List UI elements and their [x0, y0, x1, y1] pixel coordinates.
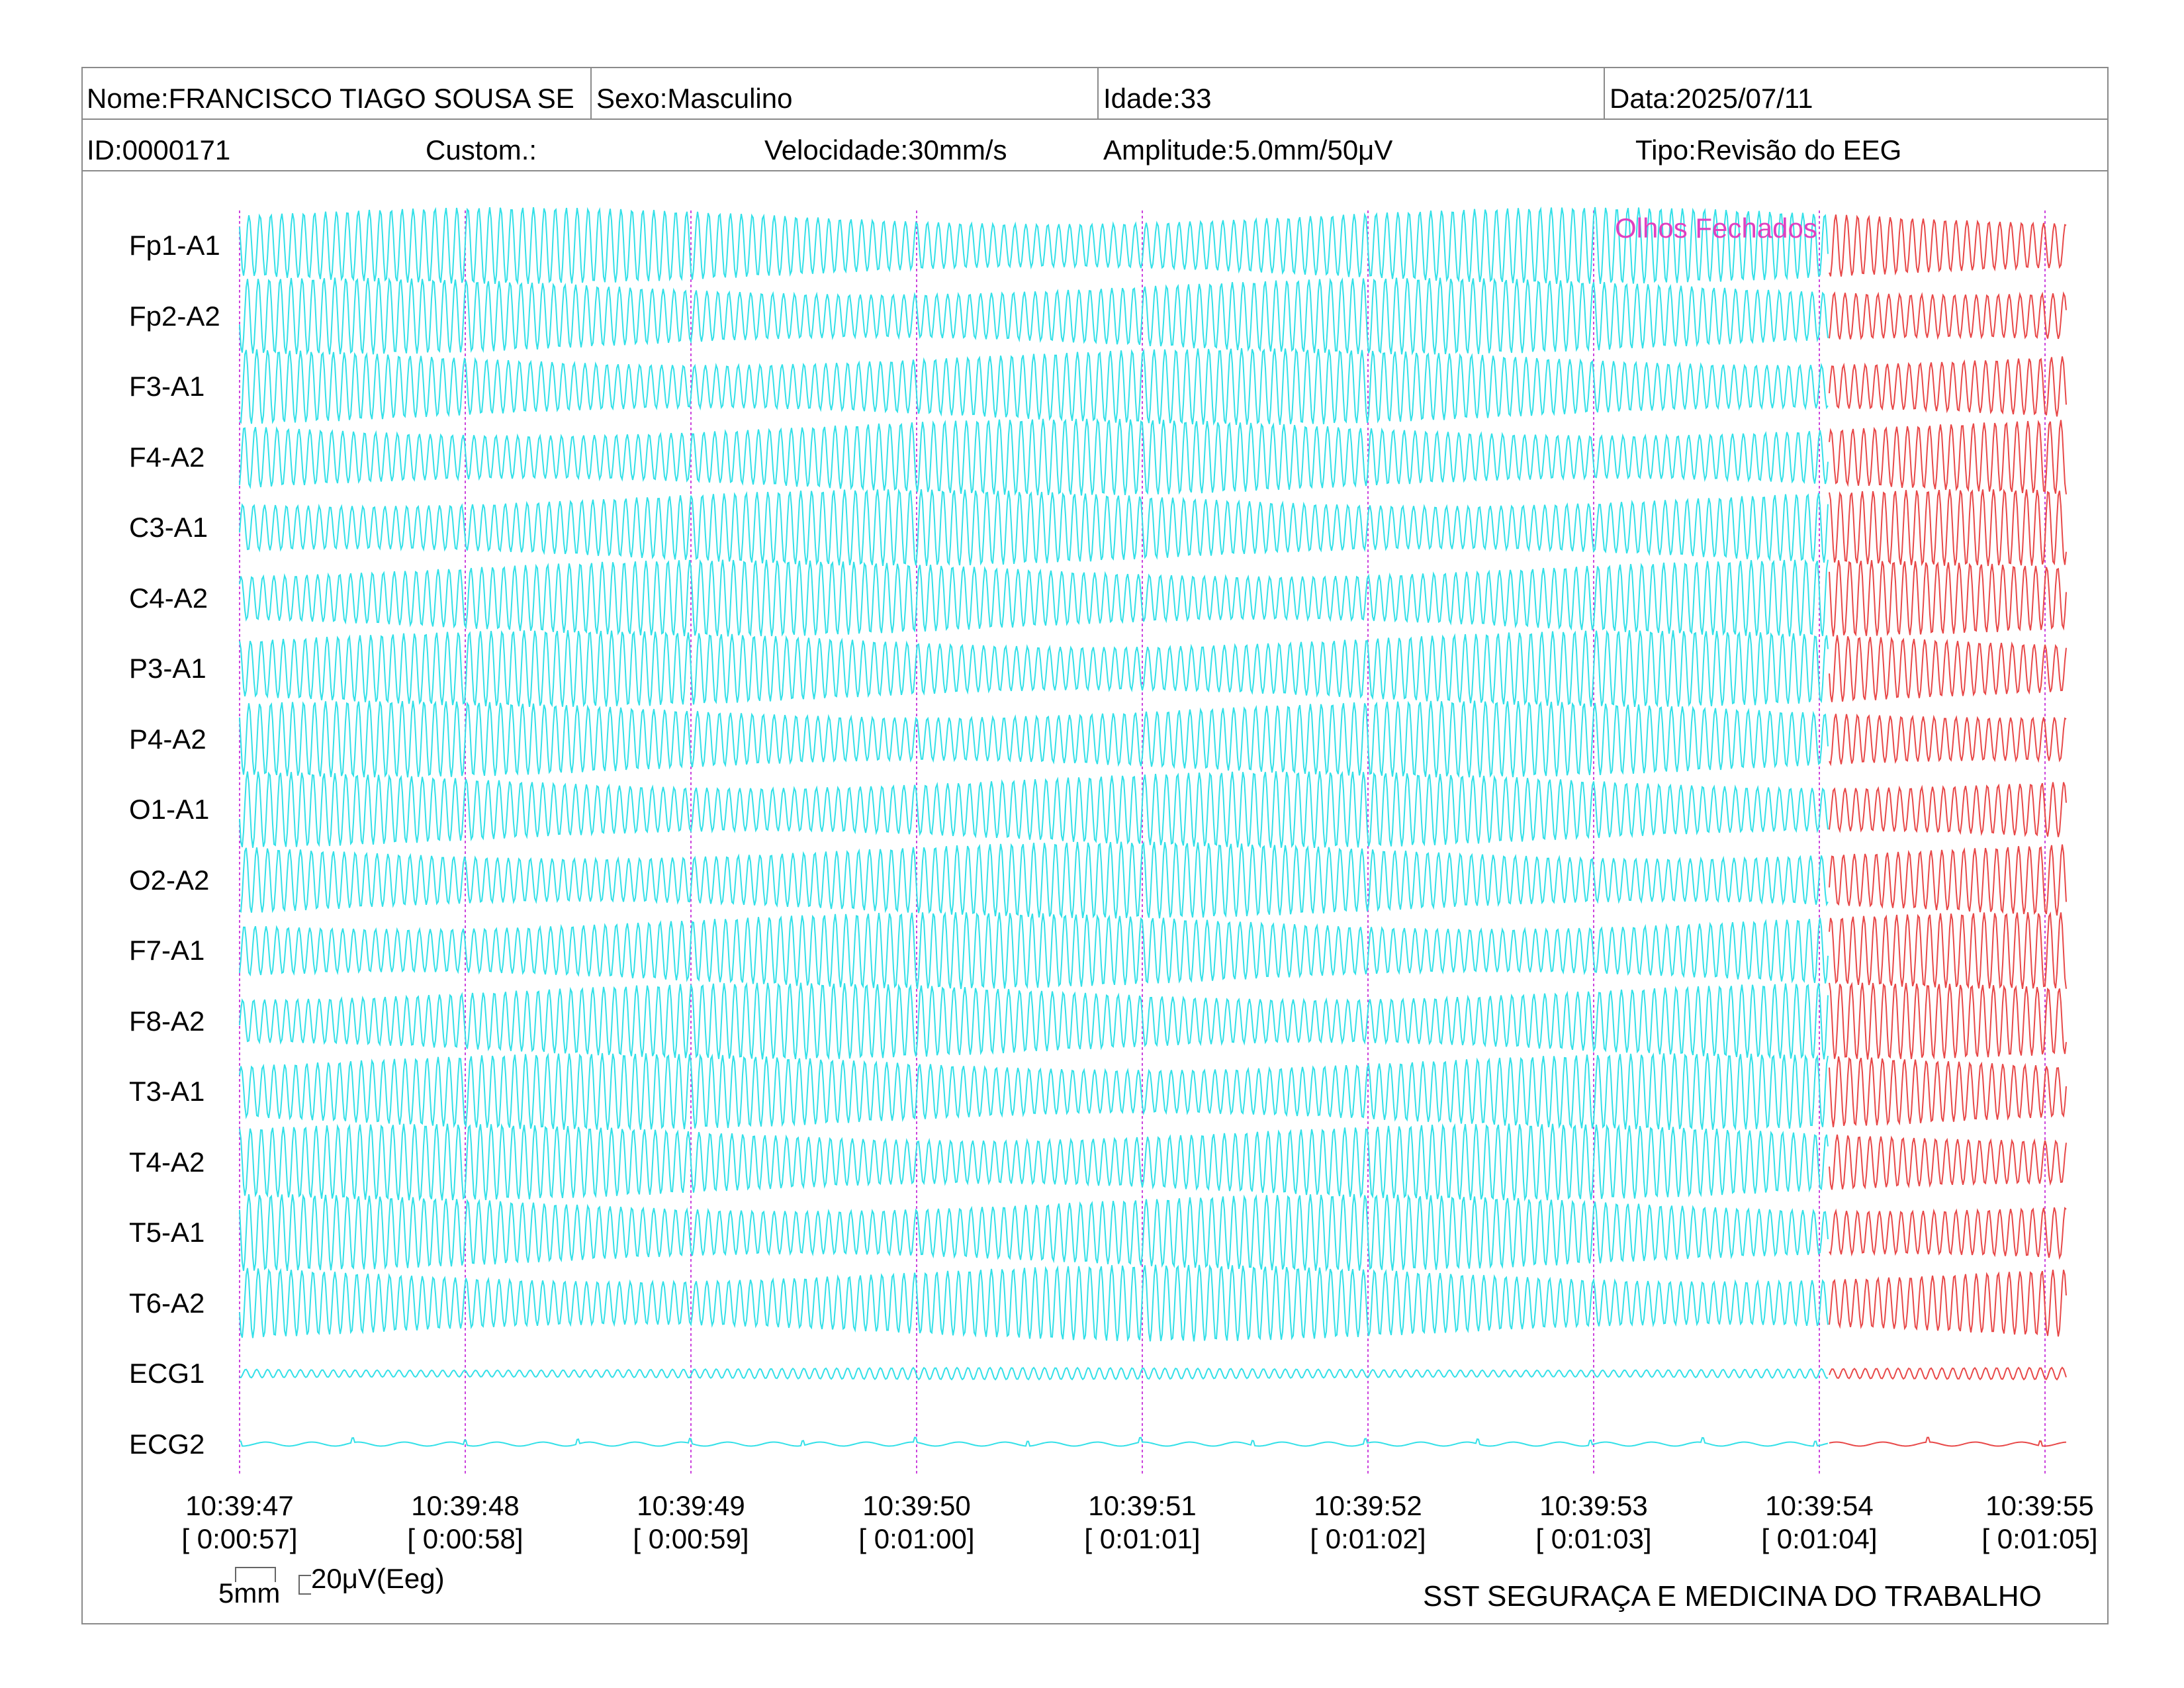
- time-tick-clock: 10:39:49: [637, 1490, 745, 1521]
- eeg-trace: [239, 348, 1829, 426]
- speed-setting: Velocidade:30mm/s: [764, 134, 1007, 165]
- eeg-trace: [239, 1123, 1829, 1202]
- amplitude-setting: Amplitude:5.0mm/50μV: [1103, 134, 1393, 165]
- time-tick-clock: 10:39:53: [1539, 1490, 1648, 1521]
- eeg-trace-marked: [1829, 560, 2067, 637]
- channel-label: P3-A1: [129, 653, 206, 684]
- channel-label: F4-A2: [129, 441, 205, 473]
- eeg-trace-marked: [1829, 1366, 2067, 1381]
- time-tick-clock: 10:39:48: [411, 1490, 520, 1521]
- eeg-trace: [239, 630, 1829, 708]
- time-scale-bracket: [235, 1567, 276, 1582]
- time-tick-elapsed: [ 0:00:59]: [633, 1523, 749, 1554]
- channel-label: T4-A2: [129, 1146, 205, 1178]
- channel-label: T5-A1: [129, 1217, 205, 1248]
- eeg-trace: [239, 982, 1829, 1060]
- eeg-trace: [239, 911, 1829, 990]
- channel-label: ECG2: [129, 1428, 205, 1460]
- channel-label: C3-A1: [129, 512, 208, 543]
- channel-label: T3-A1: [129, 1076, 205, 1107]
- eeg-trace-marked: [1829, 489, 2067, 567]
- eeg-trace: [239, 771, 1829, 849]
- eyes-closed-annotation: Olhos Fechados: [1615, 212, 1817, 244]
- channel-label: O1-A1: [129, 794, 210, 825]
- header-row-settings: ID:0000171 Custom.: Velocidade:30mm/s Am…: [83, 120, 2107, 171]
- channel-label: Fp1-A1: [129, 230, 220, 261]
- report-frame: Nome:FRANCISCO TIAGO SOUSA SE Sexo:Mascu…: [81, 67, 2109, 1624]
- eeg-trace-marked: [1829, 1056, 2067, 1127]
- eeg-trace: [239, 277, 1829, 356]
- eeg-trace-marked: [1829, 1270, 2067, 1337]
- channel-label: P4-A2: [129, 723, 206, 755]
- eeg-trace: [239, 1436, 1829, 1447]
- channel-label: F3-A1: [129, 371, 205, 402]
- eeg-trace-marked: [1829, 982, 2067, 1060]
- eeg-trace: [239, 559, 1829, 637]
- channel-label: Fp2-A2: [129, 300, 220, 332]
- divider: [1097, 68, 1099, 118]
- channel-label: O2-A2: [129, 864, 210, 896]
- eeg-trace: [239, 1193, 1829, 1272]
- eeg-trace-marked: [1829, 911, 2067, 990]
- divider: [590, 68, 592, 118]
- patient-age: Idade:33: [1103, 83, 1212, 114]
- channel-label: T6-A2: [129, 1287, 205, 1319]
- time-tick-clock: 10:39:54: [1765, 1490, 1874, 1521]
- amplitude-scale-label: 20μV(Eeg): [311, 1563, 445, 1594]
- channel-label: F8-A2: [129, 1005, 205, 1037]
- patient-id: ID:0000171: [87, 134, 231, 165]
- time-tick-elapsed: [ 0:01:02]: [1310, 1523, 1426, 1554]
- amplitude-scale-bracket: [298, 1575, 311, 1595]
- time-tick-elapsed: [ 0:01:00]: [858, 1523, 975, 1554]
- time-tick-elapsed: [ 0:00:57]: [181, 1523, 298, 1554]
- patient-name: Nome:FRANCISCO TIAGO SOUSA SE: [87, 83, 574, 114]
- time-tick-elapsed: [ 0:00:58]: [407, 1523, 523, 1554]
- divider: [1604, 68, 1605, 118]
- channel-label: ECG1: [129, 1358, 205, 1389]
- time-tick-clock: 10:39:51: [1088, 1490, 1197, 1521]
- eeg-trace: [239, 206, 1829, 285]
- time-tick-elapsed: [ 0:01:03]: [1535, 1523, 1652, 1554]
- time-tick-elapsed: [ 0:01:01]: [1084, 1523, 1201, 1554]
- eeg-trace-marked: [1829, 214, 2067, 277]
- time-tick-elapsed: [ 0:01:04]: [1761, 1523, 1878, 1554]
- exam-date: Data:2025/07/11: [1610, 83, 1813, 114]
- eeg-trace-marked: [1829, 1436, 2067, 1447]
- time-scale-label: 5mm: [218, 1577, 281, 1609]
- eeg-trace: [239, 1366, 1829, 1381]
- eeg-trace-marked: [1829, 635, 2067, 702]
- eeg-trace-marked: [1829, 1207, 2067, 1260]
- eeg-trace: [239, 1052, 1829, 1131]
- eeg-trace-marked: [1829, 782, 2067, 837]
- time-tick-clock: 10:39:47: [185, 1490, 294, 1521]
- time-tick-elapsed: [ 0:01:05]: [1981, 1523, 2098, 1554]
- eeg-trace-marked: [1829, 1134, 2067, 1190]
- patient-sex: Sexo:Masculino: [596, 83, 793, 114]
- eeg-trace-marked: [1829, 291, 2067, 340]
- time-tick-clock: 10:39:52: [1314, 1490, 1422, 1521]
- review-type: Tipo:Revisão do EEG: [1635, 134, 1902, 165]
- eeg-trace: [239, 418, 1829, 496]
- eeg-trace: [239, 700, 1829, 778]
- eeg-trace-marked: [1829, 420, 2067, 494]
- eeg-trace: [239, 489, 1829, 567]
- eeg-trace-marked: [1829, 713, 2067, 767]
- eeg-trace-marked: [1829, 844, 2067, 916]
- clinic-name: SST SEGURAÇA E MEDICINA DO TRABALHO: [1423, 1580, 2042, 1613]
- eeg-trace-marked: [1829, 356, 2067, 417]
- eeg-trace: [239, 841, 1829, 919]
- time-tick-clock: 10:39:50: [862, 1490, 971, 1521]
- time-tick-clock: 10:39:55: [1985, 1490, 2094, 1521]
- custom-field: Custom.:: [426, 134, 537, 165]
- channel-label: F7-A1: [129, 935, 205, 966]
- header-row-patient: Nome:FRANCISCO TIAGO SOUSA SE Sexo:Mascu…: [83, 68, 2107, 120]
- eeg-trace: [239, 1264, 1829, 1342]
- channel-label: C4-A2: [129, 582, 208, 614]
